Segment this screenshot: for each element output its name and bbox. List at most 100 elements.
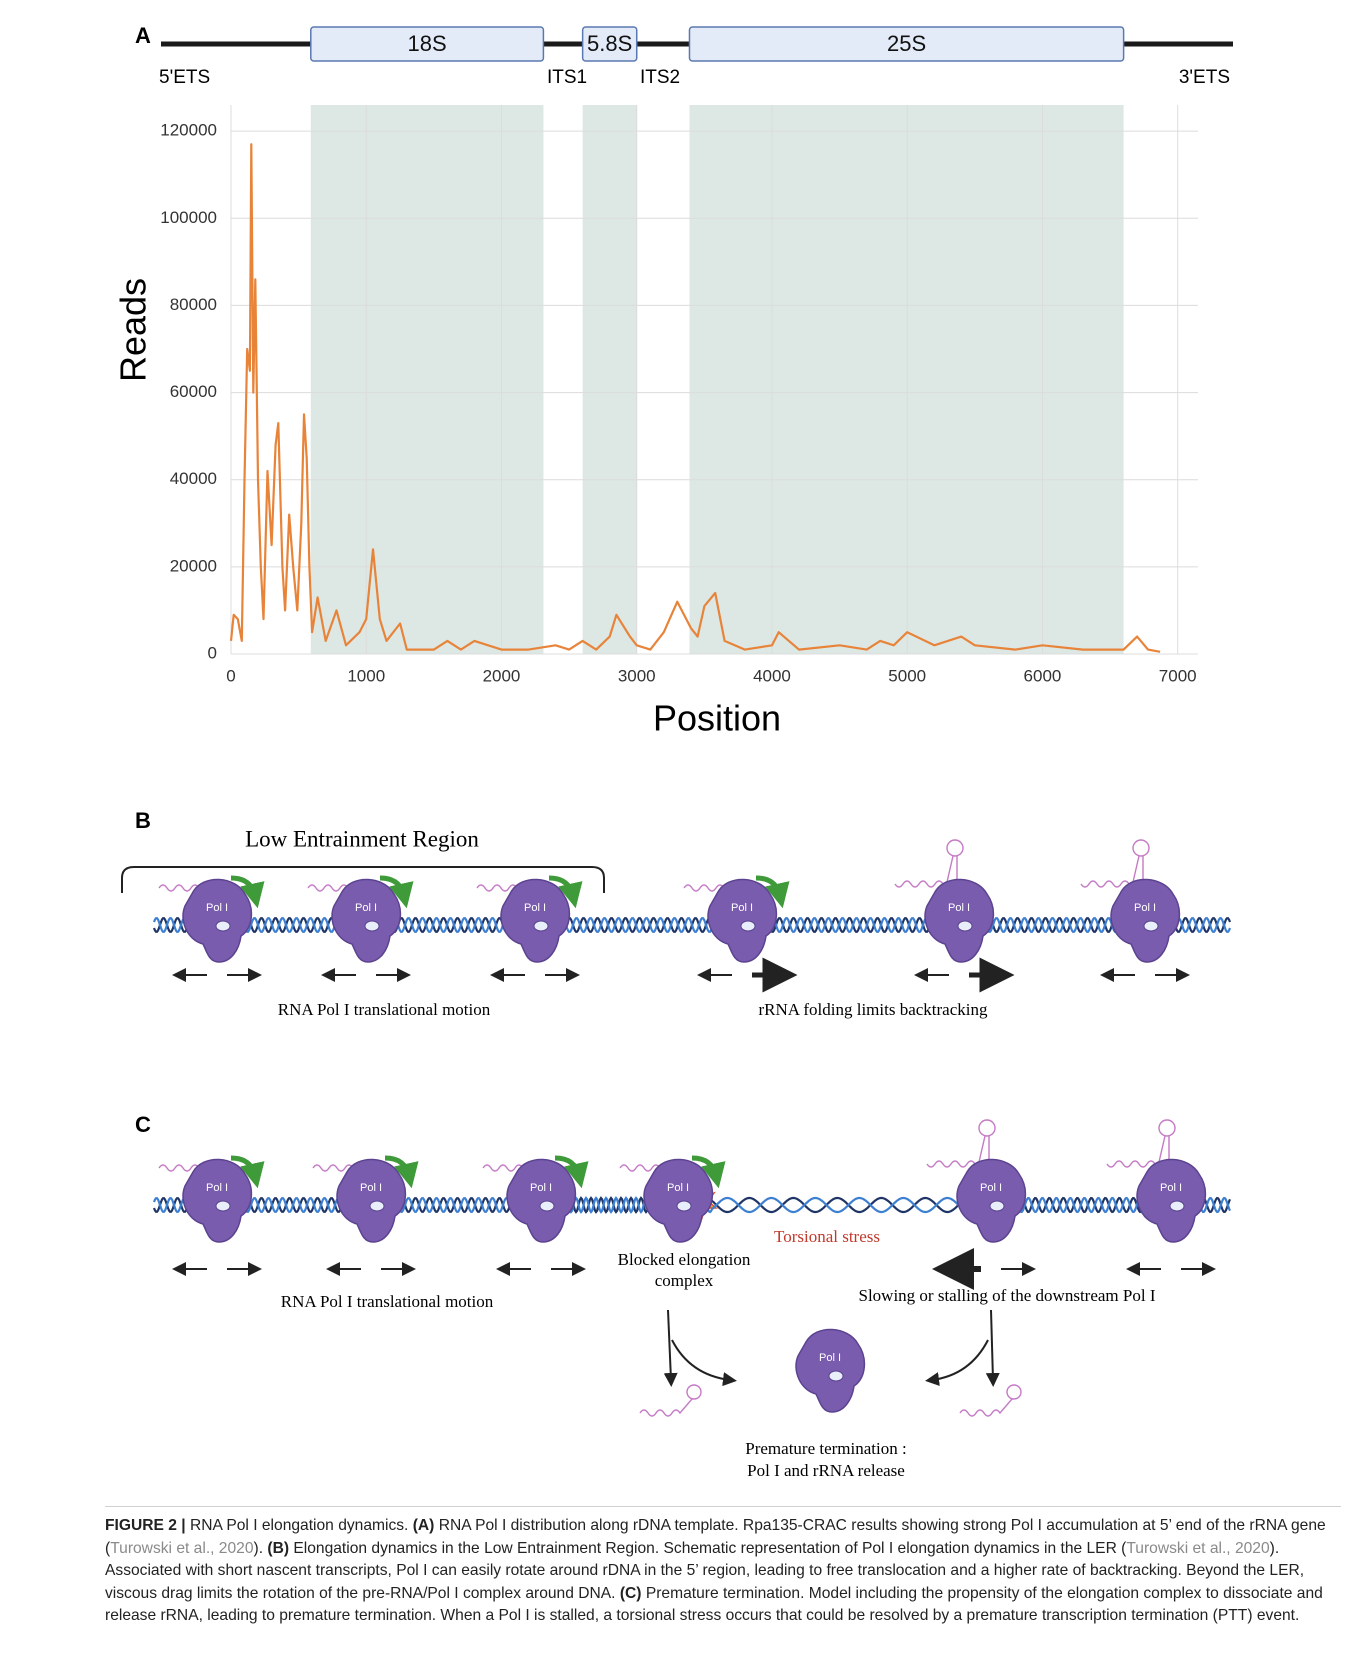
released-rna [960,1399,1012,1416]
arrow [991,1310,993,1380]
y-axis-label: Reads [113,278,154,382]
y-tick-label: 60000 [170,382,217,401]
x-tick-label: 5000 [888,666,926,685]
pol-i: Pol I [895,840,993,962]
pol-i: Pol I [796,1329,864,1412]
x-tick-label: 1000 [347,666,385,685]
caption-label: FIGURE 2 | [105,1517,186,1534]
panel-b: B Low Entrainment Region RNA Pol I trans… [122,808,1230,1019]
pol-body [1111,879,1179,962]
pol-body [183,1159,251,1242]
motion-caption: RNA Pol I translational motion [278,1000,491,1019]
rna-loop [687,1385,701,1399]
pol-i: Pol I [1081,840,1179,962]
pol-i: Pol I [927,1120,1025,1242]
pol-body [507,1159,575,1242]
dna-cleft [216,921,230,931]
dna-cleft [216,1201,230,1211]
pol-body [337,1159,405,1242]
region-label: Low Entrainment Region [245,826,479,851]
rna [620,1165,660,1171]
figure: A Reads Position 5'ETS ITS1 ITS2 3'ETS 0… [0,0,1357,1500]
y-tick-label: 0 [208,643,217,662]
dna-cleft [677,1201,691,1211]
dna-cleft [958,921,972,931]
pol-body [796,1329,864,1412]
motion-caption: RNA Pol I translational motion [281,1292,494,1311]
panel-c: C Torsional stress Blocked elongation co… [135,1112,1230,1480]
pol-i: Pol I [684,878,780,962]
caption-label: (B) [267,1540,289,1557]
pol-label: Pol I [206,902,228,914]
x-tick-label: 7000 [1159,666,1197,685]
flank-label: ITS1 [547,67,587,88]
arrow [672,1340,730,1380]
pol-label: Pol I [1160,1182,1182,1194]
plot-area [231,105,1198,654]
stall-caption: Slowing or stalling of the downstream Po… [858,1286,1155,1305]
rna [1081,881,1129,887]
pol-label: Pol I [360,1182,382,1194]
y-tick-label: 20000 [170,556,217,575]
pol-body [1137,1159,1205,1242]
pol-label: Pol I [530,1182,552,1194]
x-tick-label: 4000 [753,666,791,685]
x-tick-label: 6000 [1024,666,1062,685]
flank-label: 5'ETS [159,67,210,88]
rna [159,1165,199,1171]
pol-label: Pol I [667,1182,689,1194]
pol-i: Pol I [159,878,255,962]
rna-loop [979,1120,995,1136]
pol-i: Pol I [1107,1120,1205,1242]
rna [927,1161,975,1167]
pol-body [644,1159,712,1242]
pol-label: Pol I [948,902,970,914]
caption-label: (C) [620,1585,642,1602]
termination-label: Pol I and rRNA release [747,1461,905,1480]
dna-cleft [829,1371,843,1381]
rna-hairpin [1159,1136,1169,1162]
citation[interactable]: Turowski et al., 2020 [1126,1540,1269,1557]
region-shade [583,105,637,654]
rna [684,885,724,891]
panel-label: A [135,23,151,48]
rna [313,1165,353,1171]
rna-hairpin [1133,856,1143,882]
rna-hairpin [979,1136,989,1162]
rna-loop [1133,840,1149,856]
y-tick-label: 100000 [160,208,217,227]
page: A Reads Position 5'ETS ITS1 ITS2 3'ETS 0… [0,0,1357,1671]
x-tick-label: 0 [226,666,235,685]
dna-cleft [990,1201,1004,1211]
dna-cleft [1144,921,1158,931]
rna [1107,1161,1155,1167]
y-tick-label: 80000 [170,295,217,314]
termination-label: Premature termination : [745,1439,906,1458]
x-axis-label: Position [653,698,781,739]
pol-i: Pol I [313,1158,409,1242]
y-tick-label: 40000 [170,469,217,488]
arrow [932,1340,988,1380]
pol-i: Pol I [159,1158,255,1242]
pol-label: Pol I [355,902,377,914]
folding-caption: rRNA folding limits backtracking [759,1000,988,1019]
pol-body [501,879,569,962]
pol-label: Pol I [980,1182,1002,1194]
rna [895,881,943,887]
stress-label: Torsional stress [774,1227,880,1246]
pol-body [925,879,993,962]
pol-label: Pol I [731,902,753,914]
pol-label: Pol I [1134,902,1156,914]
citation[interactable]: Turowski et al., 2020 [110,1540,253,1557]
caption-label: (A) [413,1517,435,1534]
region-shade [689,105,1123,654]
panel-a: A Reads Position 5'ETS ITS1 ITS2 3'ETS 0… [113,23,1233,739]
x-tick-label: 2000 [483,666,521,685]
caption-text: Elongation dynamics in the Low Entrainme… [289,1540,1126,1557]
pol-body [183,879,251,962]
dna-cleft [365,921,379,931]
panel-label: C [135,1112,151,1137]
dna-cleft [370,1201,384,1211]
blocked-label: complex [655,1271,714,1290]
rna-loop [1159,1120,1175,1136]
